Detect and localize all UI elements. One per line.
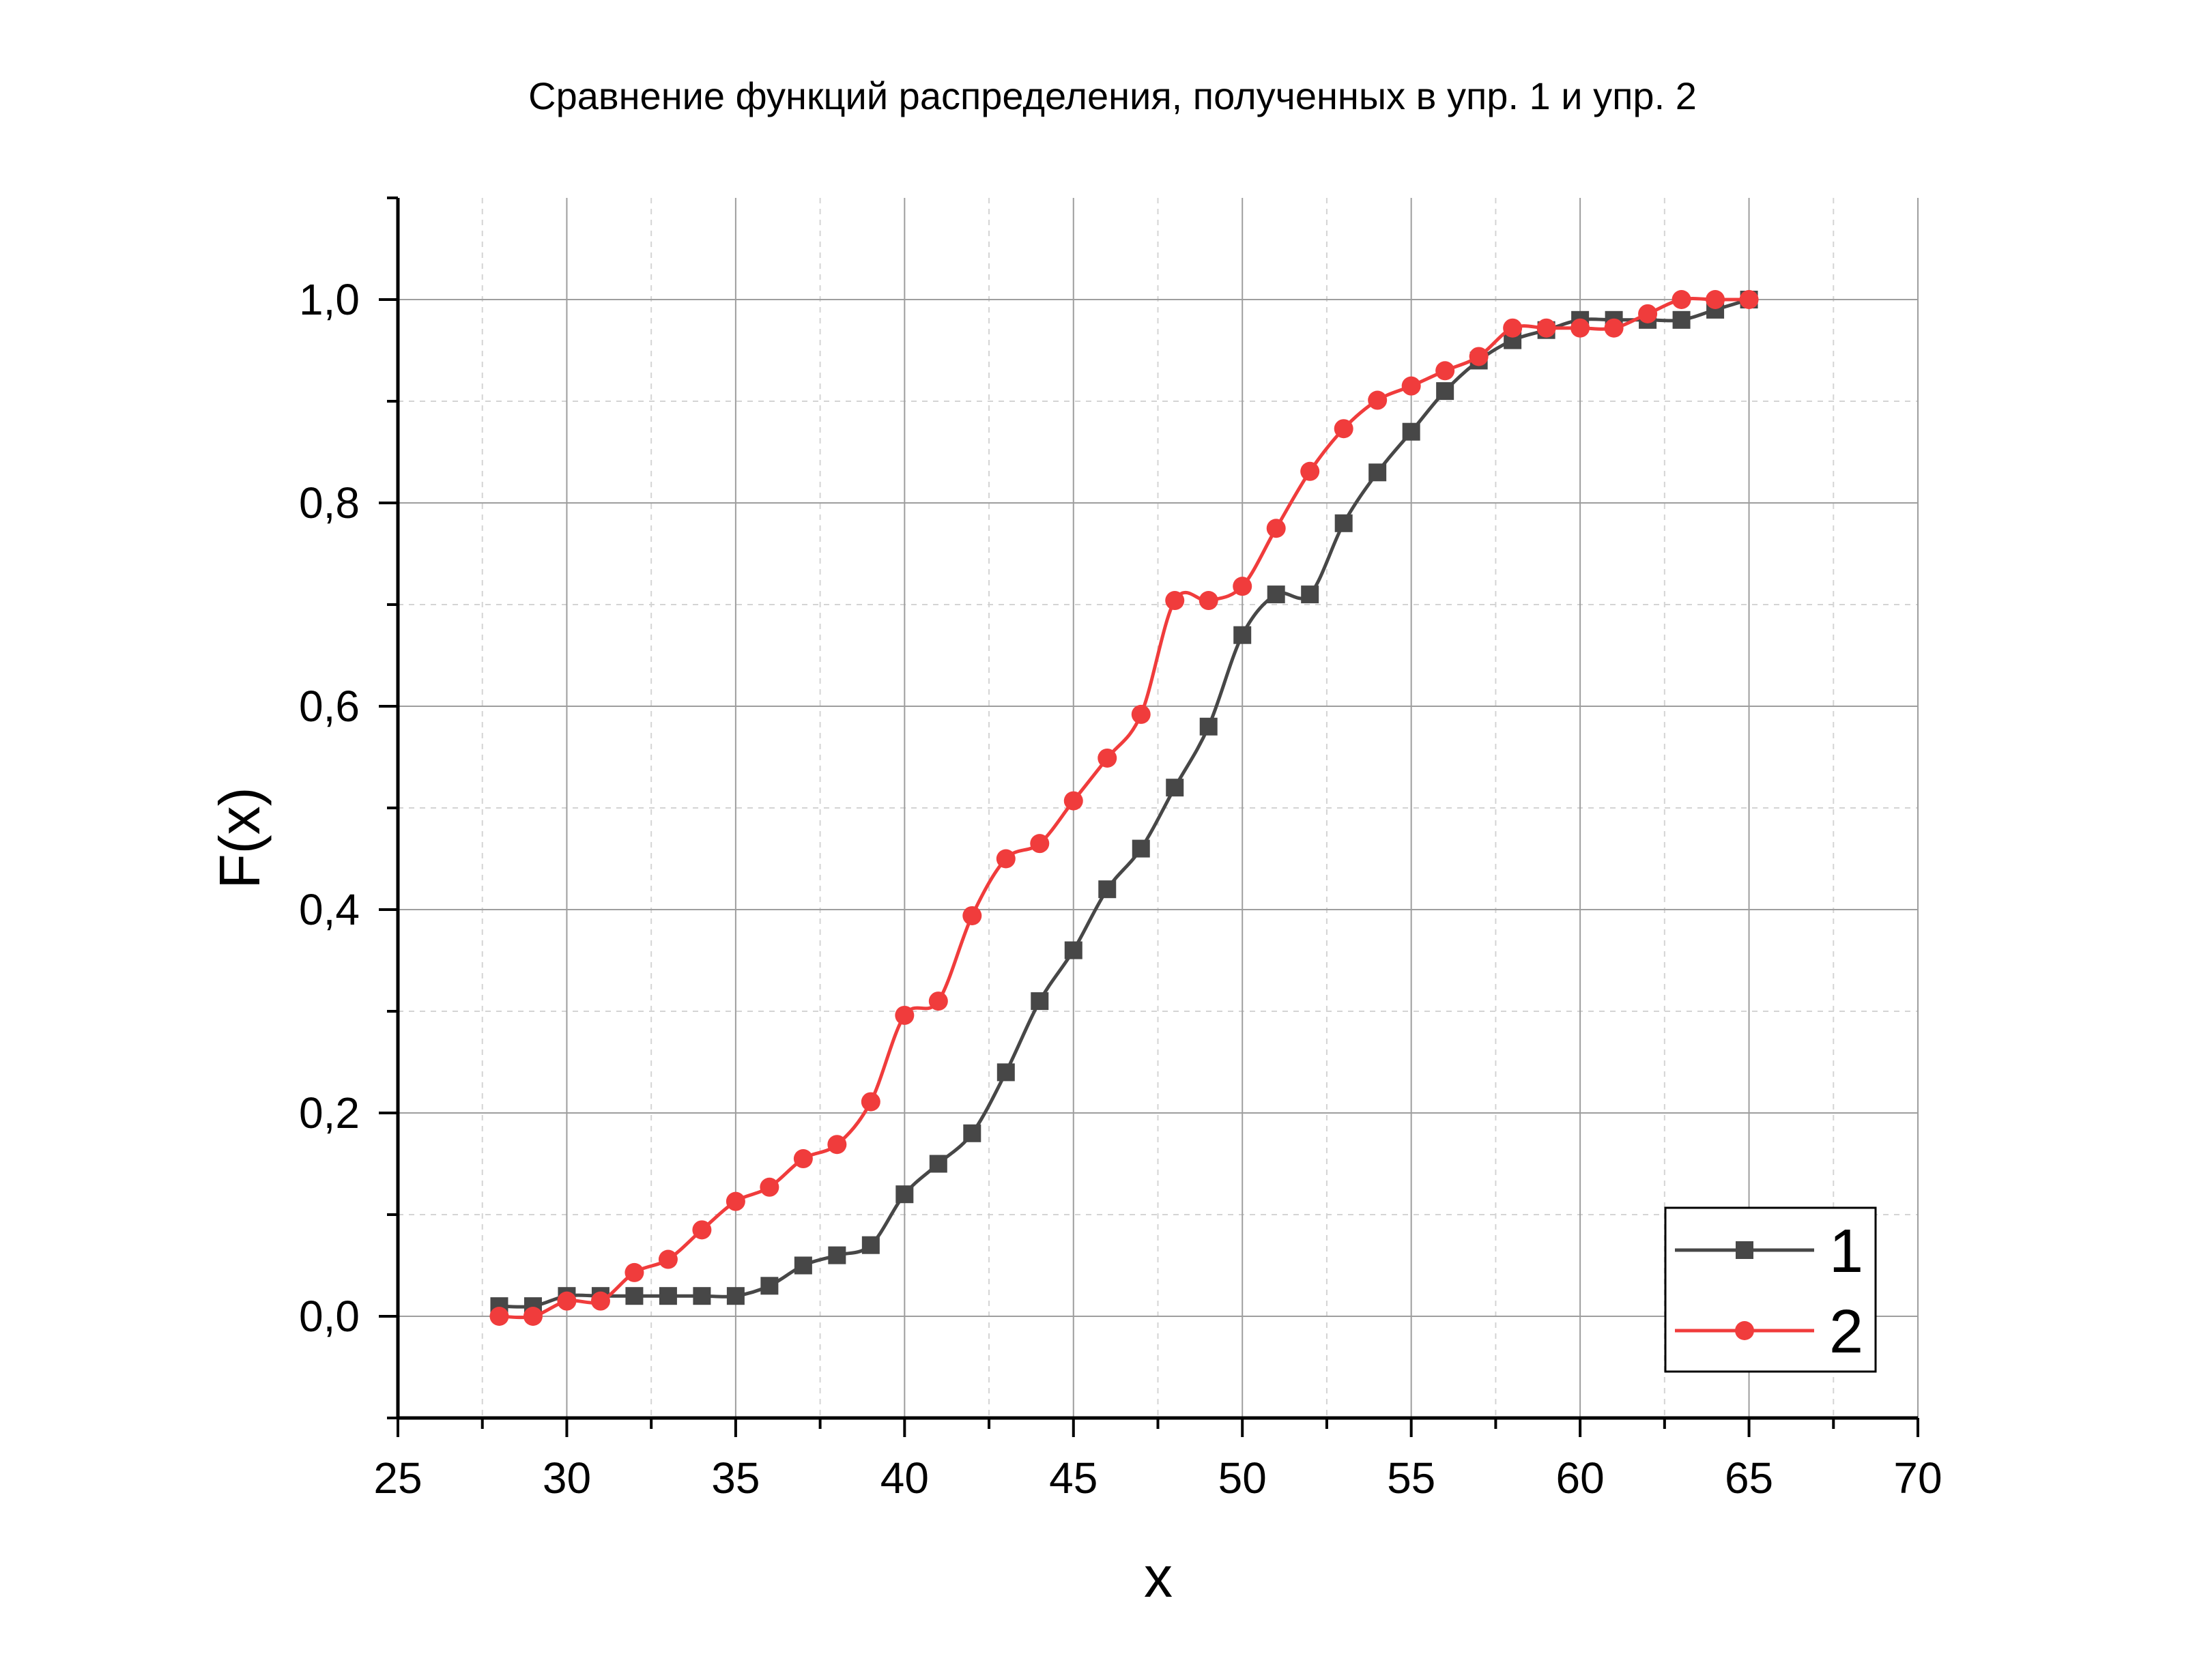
series-2-point — [1334, 419, 1353, 439]
series-1-point — [625, 1287, 644, 1305]
series-2-point — [1030, 834, 1050, 854]
series-1-point — [1267, 585, 1285, 604]
legend-item-1: 1 — [1675, 1217, 1863, 1286]
series-1-point — [794, 1256, 812, 1275]
series-2-point — [895, 1005, 915, 1025]
series-1-point — [1436, 382, 1454, 401]
series-1-point — [828, 1246, 846, 1264]
series-layer — [489, 290, 1759, 1326]
series-2-point — [1739, 290, 1759, 309]
chart-title: Сравнение функций распределения, получен… — [528, 74, 1697, 117]
series-1-point — [929, 1155, 947, 1173]
series-2-point — [692, 1220, 712, 1240]
y-tick-labels: 0,0 0,2 0,4 0,6 0,8 1,0 — [299, 275, 360, 1341]
legend-item-2: 2 — [1675, 1298, 1863, 1366]
series-2-point — [557, 1291, 577, 1311]
y-tick-label: 0,4 — [299, 885, 360, 934]
series-1-point — [1199, 717, 1218, 736]
series-2-point — [590, 1291, 610, 1311]
series-2-point — [1672, 290, 1691, 309]
series-1-point — [1132, 839, 1150, 858]
legend-label-2: 2 — [1829, 1298, 1863, 1366]
series-2-point — [1638, 304, 1658, 323]
series-2-point — [1536, 318, 1556, 338]
series-2-point — [1098, 748, 1117, 768]
x-tick-label: 25 — [373, 1453, 422, 1503]
legend-label-1: 1 — [1829, 1217, 1863, 1286]
y-tick-label: 0,0 — [299, 1292, 360, 1341]
axes — [379, 197, 1919, 1437]
series-2-point — [1165, 591, 1185, 611]
series-2-point — [928, 991, 948, 1011]
series-2-point — [1300, 461, 1320, 481]
series-2-point — [1401, 376, 1421, 396]
x-tick-label: 65 — [1725, 1453, 1773, 1503]
y-tick-label: 1,0 — [299, 275, 360, 324]
series-2-point — [1368, 390, 1388, 410]
series-2-point — [1503, 318, 1523, 338]
series-2-point — [1706, 290, 1725, 309]
x-tick-label: 45 — [1049, 1453, 1098, 1503]
series-2-point — [1199, 591, 1218, 611]
series-2-point — [1266, 519, 1286, 538]
y-tick-label: 0,8 — [299, 478, 360, 527]
series-2-point — [793, 1149, 813, 1169]
series-1-point — [693, 1287, 711, 1305]
series-1-point — [963, 1124, 981, 1142]
x-tick-label: 60 — [1556, 1453, 1605, 1503]
series-2-point — [996, 849, 1016, 869]
legend-box — [1664, 1206, 1877, 1373]
y-axis-label: F(x) — [207, 787, 272, 888]
x-tick-label: 70 — [1893, 1453, 1942, 1503]
series-1-point — [1368, 463, 1387, 482]
x-tick-label: 30 — [543, 1453, 591, 1503]
legend-marker-1 — [1736, 1241, 1753, 1259]
series-1-point — [1233, 626, 1252, 644]
series-2-point — [827, 1135, 847, 1155]
series-1-point — [1031, 992, 1049, 1011]
series-1-point — [760, 1277, 779, 1295]
series-1 — [490, 291, 1758, 1316]
series-1-line — [499, 298, 1750, 1309]
x-tick-label: 50 — [1218, 1453, 1267, 1503]
series-1-point — [861, 1236, 880, 1254]
series-2-point — [523, 1307, 543, 1326]
series-1-point — [1301, 585, 1319, 604]
legend: 12 — [1664, 1206, 1877, 1373]
series-2-point — [658, 1249, 678, 1269]
series-2-point — [1435, 361, 1455, 381]
series-2-point — [1233, 577, 1252, 596]
series-2-point — [1604, 318, 1624, 338]
series-1-point — [659, 1287, 677, 1305]
series-1-point — [726, 1287, 745, 1305]
series-1-point — [1672, 310, 1691, 329]
series-1-point — [1166, 779, 1184, 797]
series-2-point — [1570, 318, 1590, 338]
series-2-point — [861, 1092, 880, 1112]
series-2-point — [1063, 791, 1083, 811]
series-2-point — [726, 1191, 745, 1211]
x-axis-label: x — [1144, 1545, 1173, 1609]
x-tick-labels: 25 30 35 40 45 50 55 60 65 70 — [373, 1453, 1942, 1503]
series-2 — [489, 290, 1759, 1326]
series-2-point — [489, 1307, 509, 1326]
x-tick-label: 35 — [711, 1453, 760, 1503]
x-tick-label: 40 — [880, 1453, 929, 1503]
x-tick-label: 55 — [1387, 1453, 1435, 1503]
y-tick-label: 0,2 — [299, 1088, 360, 1138]
series-2-point — [760, 1177, 779, 1197]
series-1-point — [1098, 880, 1117, 899]
legend-marker-2 — [1735, 1321, 1754, 1340]
y-tick-label: 0,6 — [299, 682, 360, 731]
series-1-point — [1334, 514, 1353, 532]
series-2-point — [1131, 704, 1151, 724]
series-1-point — [1064, 941, 1082, 959]
series-1-point — [895, 1185, 914, 1204]
series-1-point — [1402, 422, 1420, 441]
series-2-point — [625, 1262, 644, 1282]
series-1-point — [996, 1063, 1015, 1082]
series-2-point — [962, 906, 982, 925]
series-2-point — [1469, 347, 1489, 366]
